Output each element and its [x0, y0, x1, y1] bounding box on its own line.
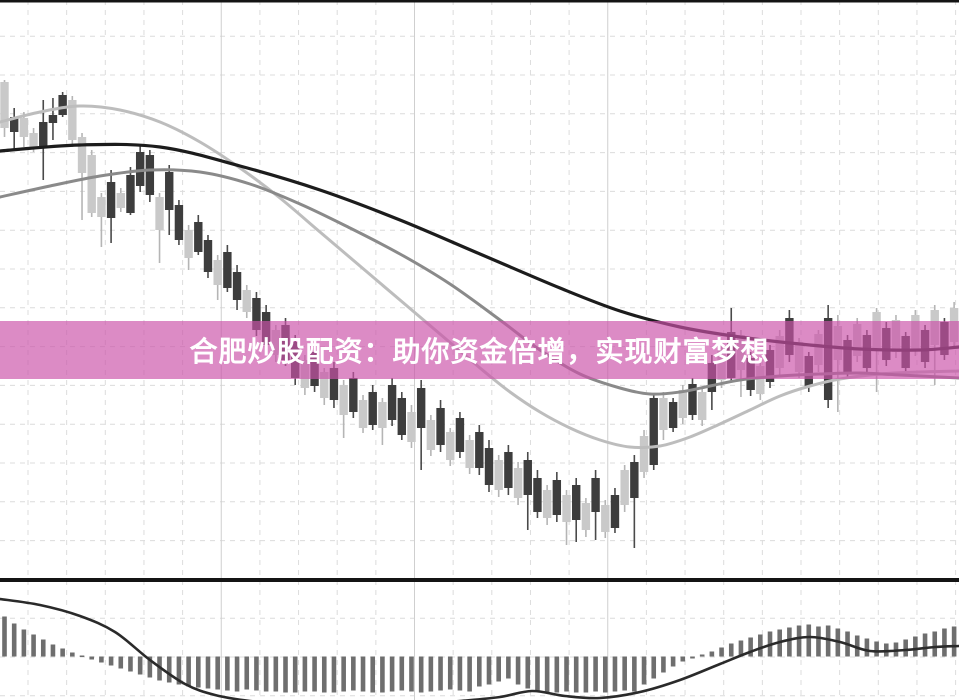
- promo-banner: 合肥炒股配资：助你资金倍增，实现财富梦想: [0, 321, 959, 379]
- promo-banner-text: 合肥炒股配资：助你资金倍增，实现财富梦想: [189, 336, 770, 367]
